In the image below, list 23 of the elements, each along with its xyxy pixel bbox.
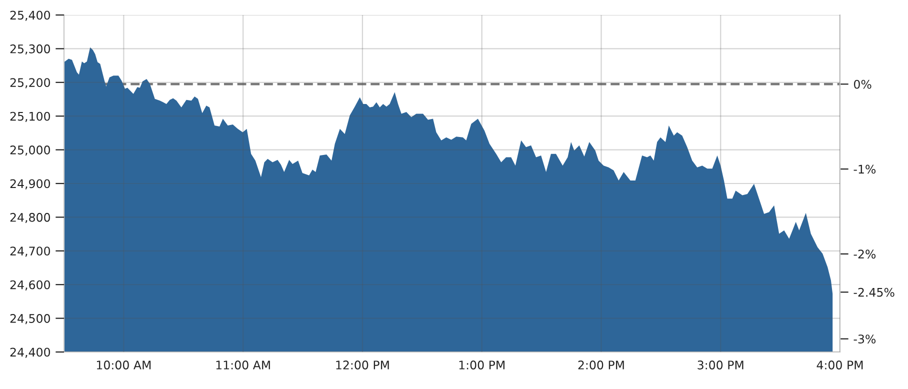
y-tick-label: 24,400 <box>10 348 50 358</box>
x-tick-label: 4:00 PM <box>816 360 863 370</box>
y-tick-label: 24,700 <box>10 246 50 257</box>
y2-tick-label: -2.45% <box>854 288 894 297</box>
y2-tick-label: 0% <box>854 80 872 89</box>
x-tick-label: 2:00 PM <box>578 360 624 370</box>
y-tick-label: 24,800 <box>10 212 50 224</box>
y-tick-label: 25,200 <box>10 78 50 88</box>
y-tick-label: 25,400 <box>10 10 50 21</box>
x-tick-label: 11:00 AM <box>216 360 270 370</box>
y-tick-label: 24,900 <box>10 179 50 190</box>
y-tick-label: 24,500 <box>10 314 50 324</box>
x-tick-label: 12:00 PM <box>336 360 389 370</box>
y-tick-label: 25,100 <box>10 112 50 122</box>
y2-tick-label: -2% <box>854 250 876 259</box>
y-tick-label: 24,600 <box>10 280 50 290</box>
y-tick-label: 25,300 <box>10 44 50 55</box>
x-tick-label: 3:00 PM <box>698 360 744 370</box>
y-tick-label: 25,000 <box>10 146 50 156</box>
x-tick-label: 1:00 PM <box>459 360 504 370</box>
x-tick-label: 10:00 AM <box>96 360 151 370</box>
y2-tick-label: -3% <box>854 334 876 344</box>
y2-tick-label: -1% <box>854 164 876 174</box>
